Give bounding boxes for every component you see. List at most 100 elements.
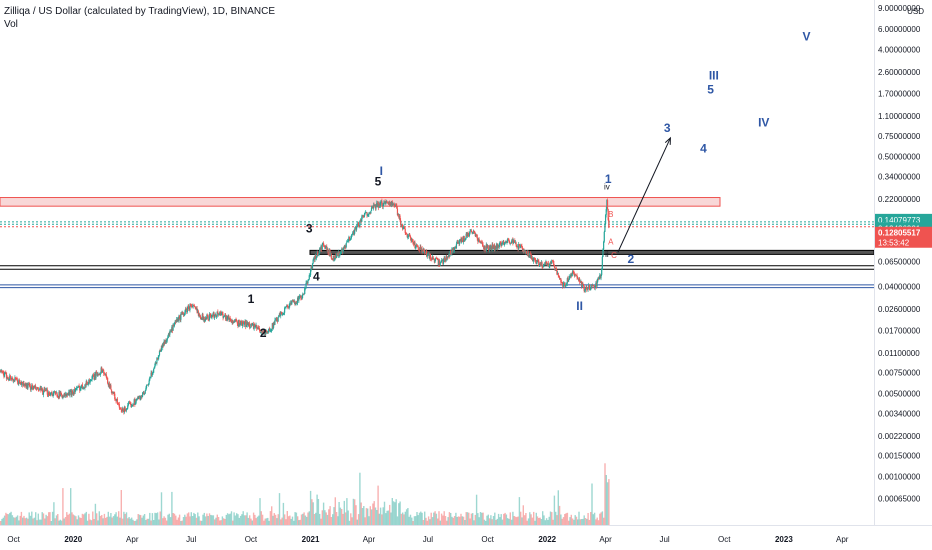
candle-body	[363, 214, 365, 218]
time-tick-label: Jul	[659, 535, 669, 544]
volume-bar	[317, 499, 320, 525]
candle-body	[522, 249, 524, 251]
candle-body	[361, 216, 363, 222]
volume-bar	[544, 520, 546, 525]
candle-body	[542, 265, 544, 268]
candle-body	[280, 312, 282, 317]
candle-body	[13, 379, 15, 381]
candle-body	[448, 254, 450, 257]
candle-body	[150, 372, 152, 378]
candle-body	[412, 239, 414, 244]
price-tick-label: 2.60000000	[878, 68, 921, 77]
volume-bar	[110, 513, 112, 525]
candle-body	[149, 377, 152, 379]
candle-body	[606, 199, 608, 210]
candle-body	[248, 323, 250, 326]
candle-body	[112, 391, 114, 394]
candle-body	[2, 372, 4, 374]
volume-bar	[341, 509, 343, 525]
candle-body	[397, 213, 399, 216]
volume-bar	[398, 503, 400, 525]
price-badge-label: 0.12805517	[878, 229, 921, 238]
candle-body	[131, 405, 133, 407]
candle-body	[7, 378, 10, 380]
candle-body	[193, 305, 195, 307]
candle-body	[188, 308, 190, 311]
candle-body	[560, 278, 562, 283]
candle-body	[88, 380, 90, 385]
candle-body	[542, 266, 544, 268]
candle-body	[44, 388, 46, 392]
candle-body	[181, 311, 183, 315]
candle-body	[202, 314, 204, 320]
candle-body	[418, 248, 420, 250]
volume-bar	[111, 517, 113, 525]
candle-body	[490, 246, 492, 250]
candle-body	[261, 332, 264, 333]
candle-body	[118, 403, 120, 405]
volume-bar	[446, 520, 448, 525]
volume-bar	[386, 510, 388, 525]
volume-bar	[156, 512, 159, 525]
candle-body	[108, 383, 111, 389]
candle-body	[350, 238, 352, 240]
candle-body	[387, 202, 389, 204]
volume-bar	[579, 519, 581, 525]
volume-bar	[577, 519, 579, 525]
volume-bar	[220, 520, 222, 525]
time-tick-label: Apr	[599, 535, 612, 544]
candle-body	[539, 262, 541, 266]
candle-body	[331, 258, 333, 260]
candle-body	[188, 306, 190, 309]
candle-body	[335, 255, 337, 258]
volume-bar	[290, 518, 292, 525]
wave-label: I	[380, 164, 383, 178]
candle-body	[116, 398, 118, 402]
candle-body	[326, 246, 328, 250]
candle-body	[597, 278, 599, 282]
candle-body	[208, 319, 210, 321]
candle-body	[319, 248, 321, 254]
candle-body	[59, 391, 61, 397]
volume-bar	[440, 513, 443, 525]
volume-bar	[377, 485, 379, 525]
volume-bar	[333, 507, 335, 525]
volume-bar	[106, 516, 108, 525]
volume-bar	[394, 502, 396, 525]
candle-body	[145, 388, 147, 391]
volume-bar	[561, 518, 563, 525]
candle-body	[488, 246, 491, 251]
time-tick-label: 2023	[775, 535, 793, 544]
candle-body	[516, 245, 518, 247]
candle-body	[55, 392, 58, 394]
candle-body	[167, 333, 170, 336]
volume-bar	[92, 511, 94, 525]
candle-body	[122, 408, 124, 411]
candle-body	[171, 326, 174, 331]
candle-body	[33, 386, 35, 388]
candle-body	[392, 203, 395, 205]
volume-bar	[97, 520, 99, 525]
volume-bar	[540, 519, 543, 525]
candle-body	[300, 295, 302, 299]
candle-body	[564, 282, 566, 287]
candle-body	[401, 224, 403, 226]
candle-body	[426, 250, 428, 257]
time-tick-label: 2020	[64, 535, 82, 544]
volume-bar	[59, 519, 61, 525]
volume-bar	[376, 510, 378, 525]
candle-body	[284, 307, 286, 309]
candle-body	[14, 377, 16, 381]
candle-body	[519, 246, 521, 248]
volume-bar	[404, 511, 406, 525]
candle-body	[179, 316, 181, 320]
candle-body	[586, 289, 589, 291]
candle-body	[149, 377, 151, 381]
volume-bar	[481, 512, 483, 525]
candle-body	[195, 308, 198, 310]
candle-body	[529, 253, 531, 256]
candle-body	[544, 263, 546, 265]
candle-body	[507, 238, 509, 240]
volume-bar	[150, 520, 152, 525]
